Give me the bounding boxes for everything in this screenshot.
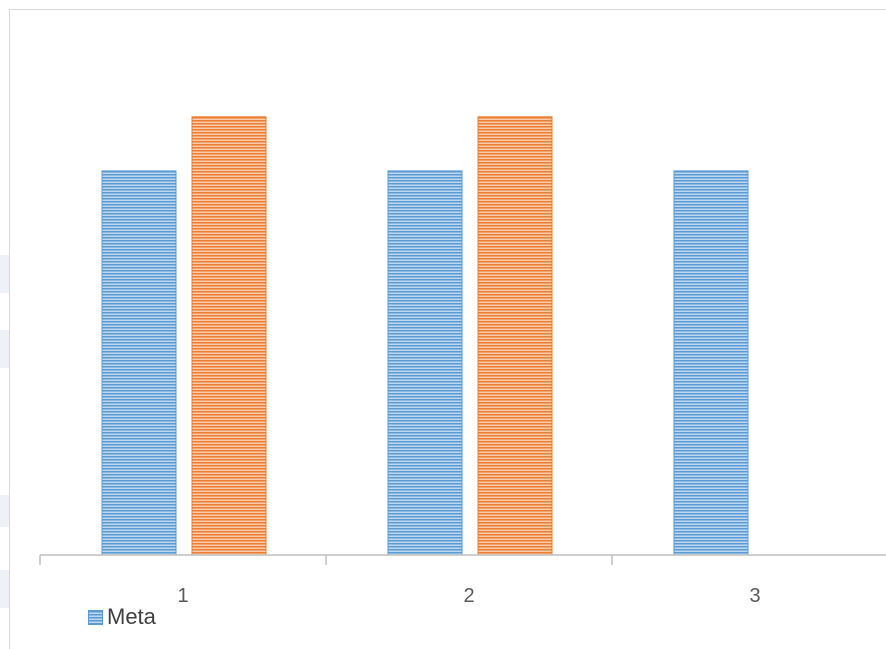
bar-series-1-cat-2 [387,170,463,556]
legend-label-meta: Meta [107,604,156,629]
bar-series-1-cat-1 [101,170,177,556]
background-strip [0,570,10,608]
x-tick-label: 3 [749,585,760,607]
x-tick-label: 1 [177,585,188,607]
bar-series-2-cat-2 [477,116,553,556]
background-strip [0,330,10,368]
bar-series-2-cat-1 [191,116,267,556]
x-tick-label: 2 [463,585,474,607]
legend: Meta [88,604,156,630]
bar-series-1-cat-3 [673,170,749,556]
background-strip [0,495,10,527]
legend-swatch-meta [88,609,103,625]
background-strip [0,255,10,293]
